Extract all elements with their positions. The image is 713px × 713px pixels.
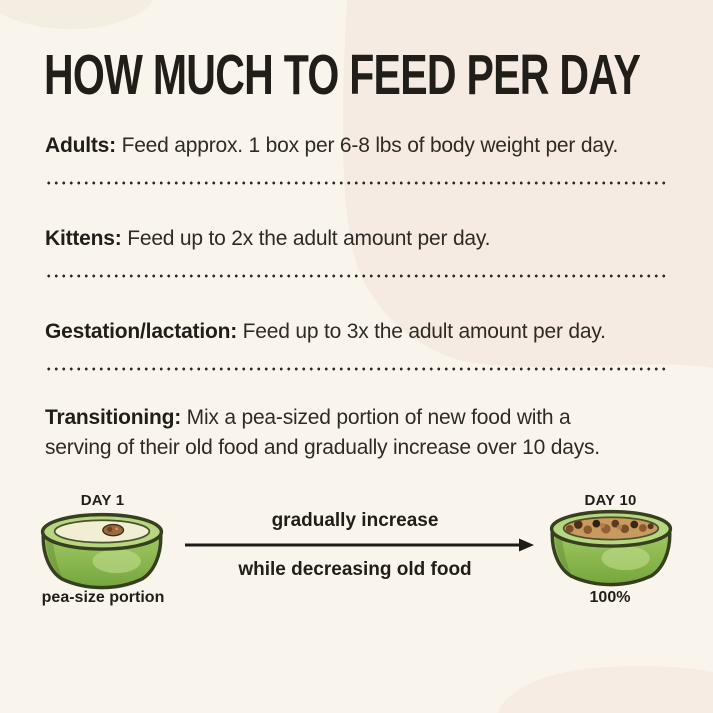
section-gestation-text: Feed up to 3x the adult amount per day.	[242, 320, 606, 343]
pea-portion-caption: pea-size portion	[41, 589, 165, 606]
arrow-top-label: gradually increase	[271, 510, 439, 531]
dotted-divider	[45, 274, 668, 278]
pea-portion-bowl-illustration	[40, 512, 164, 590]
section-transitioning-label: Transitioning:	[45, 406, 182, 429]
section-transitioning: Transitioning: Mix a pea-sized portion o…	[45, 403, 667, 463]
page-title: HOW MUCH TO FEED PER DAY	[44, 43, 641, 107]
section-kittens-label: Kittens:	[45, 227, 122, 250]
full-bowl-illustration	[549, 509, 673, 587]
day10-label: DAY 10	[584, 492, 637, 509]
section-gestation: Gestation/lactation: Feed up to 3x the a…	[45, 317, 606, 347]
kibble-food	[563, 517, 659, 540]
section-adults: Adults: Feed approx. 1 box per 6-8 lbs o…	[45, 131, 618, 161]
section-adults-label: Adults:	[45, 134, 116, 157]
full-bowl-caption: 100%	[589, 589, 631, 606]
background-blob-topleft	[0, 0, 152, 30]
right-arrow-icon	[185, 538, 534, 552]
dotted-divider	[45, 367, 668, 371]
day1-label: DAY 1	[80, 492, 125, 509]
section-kittens: Kittens: Feed up to 2x the adult amount …	[45, 224, 490, 254]
arrow-bottom-label: while decreasing old food	[238, 559, 472, 580]
section-transitioning-text-line1: Mix a pea-sized portion of new food with…	[186, 406, 571, 429]
section-transitioning-text-line2: serving of their old food and gradually …	[45, 436, 600, 459]
section-gestation-label: Gestation/lactation:	[45, 320, 238, 343]
section-kittens-text: Feed up to 2x the adult amount per day.	[127, 227, 491, 250]
section-adults-text: Feed approx. 1 box per 6-8 lbs of body w…	[121, 134, 619, 157]
background-blob-bottom	[498, 665, 713, 713]
dotted-divider	[45, 181, 668, 185]
